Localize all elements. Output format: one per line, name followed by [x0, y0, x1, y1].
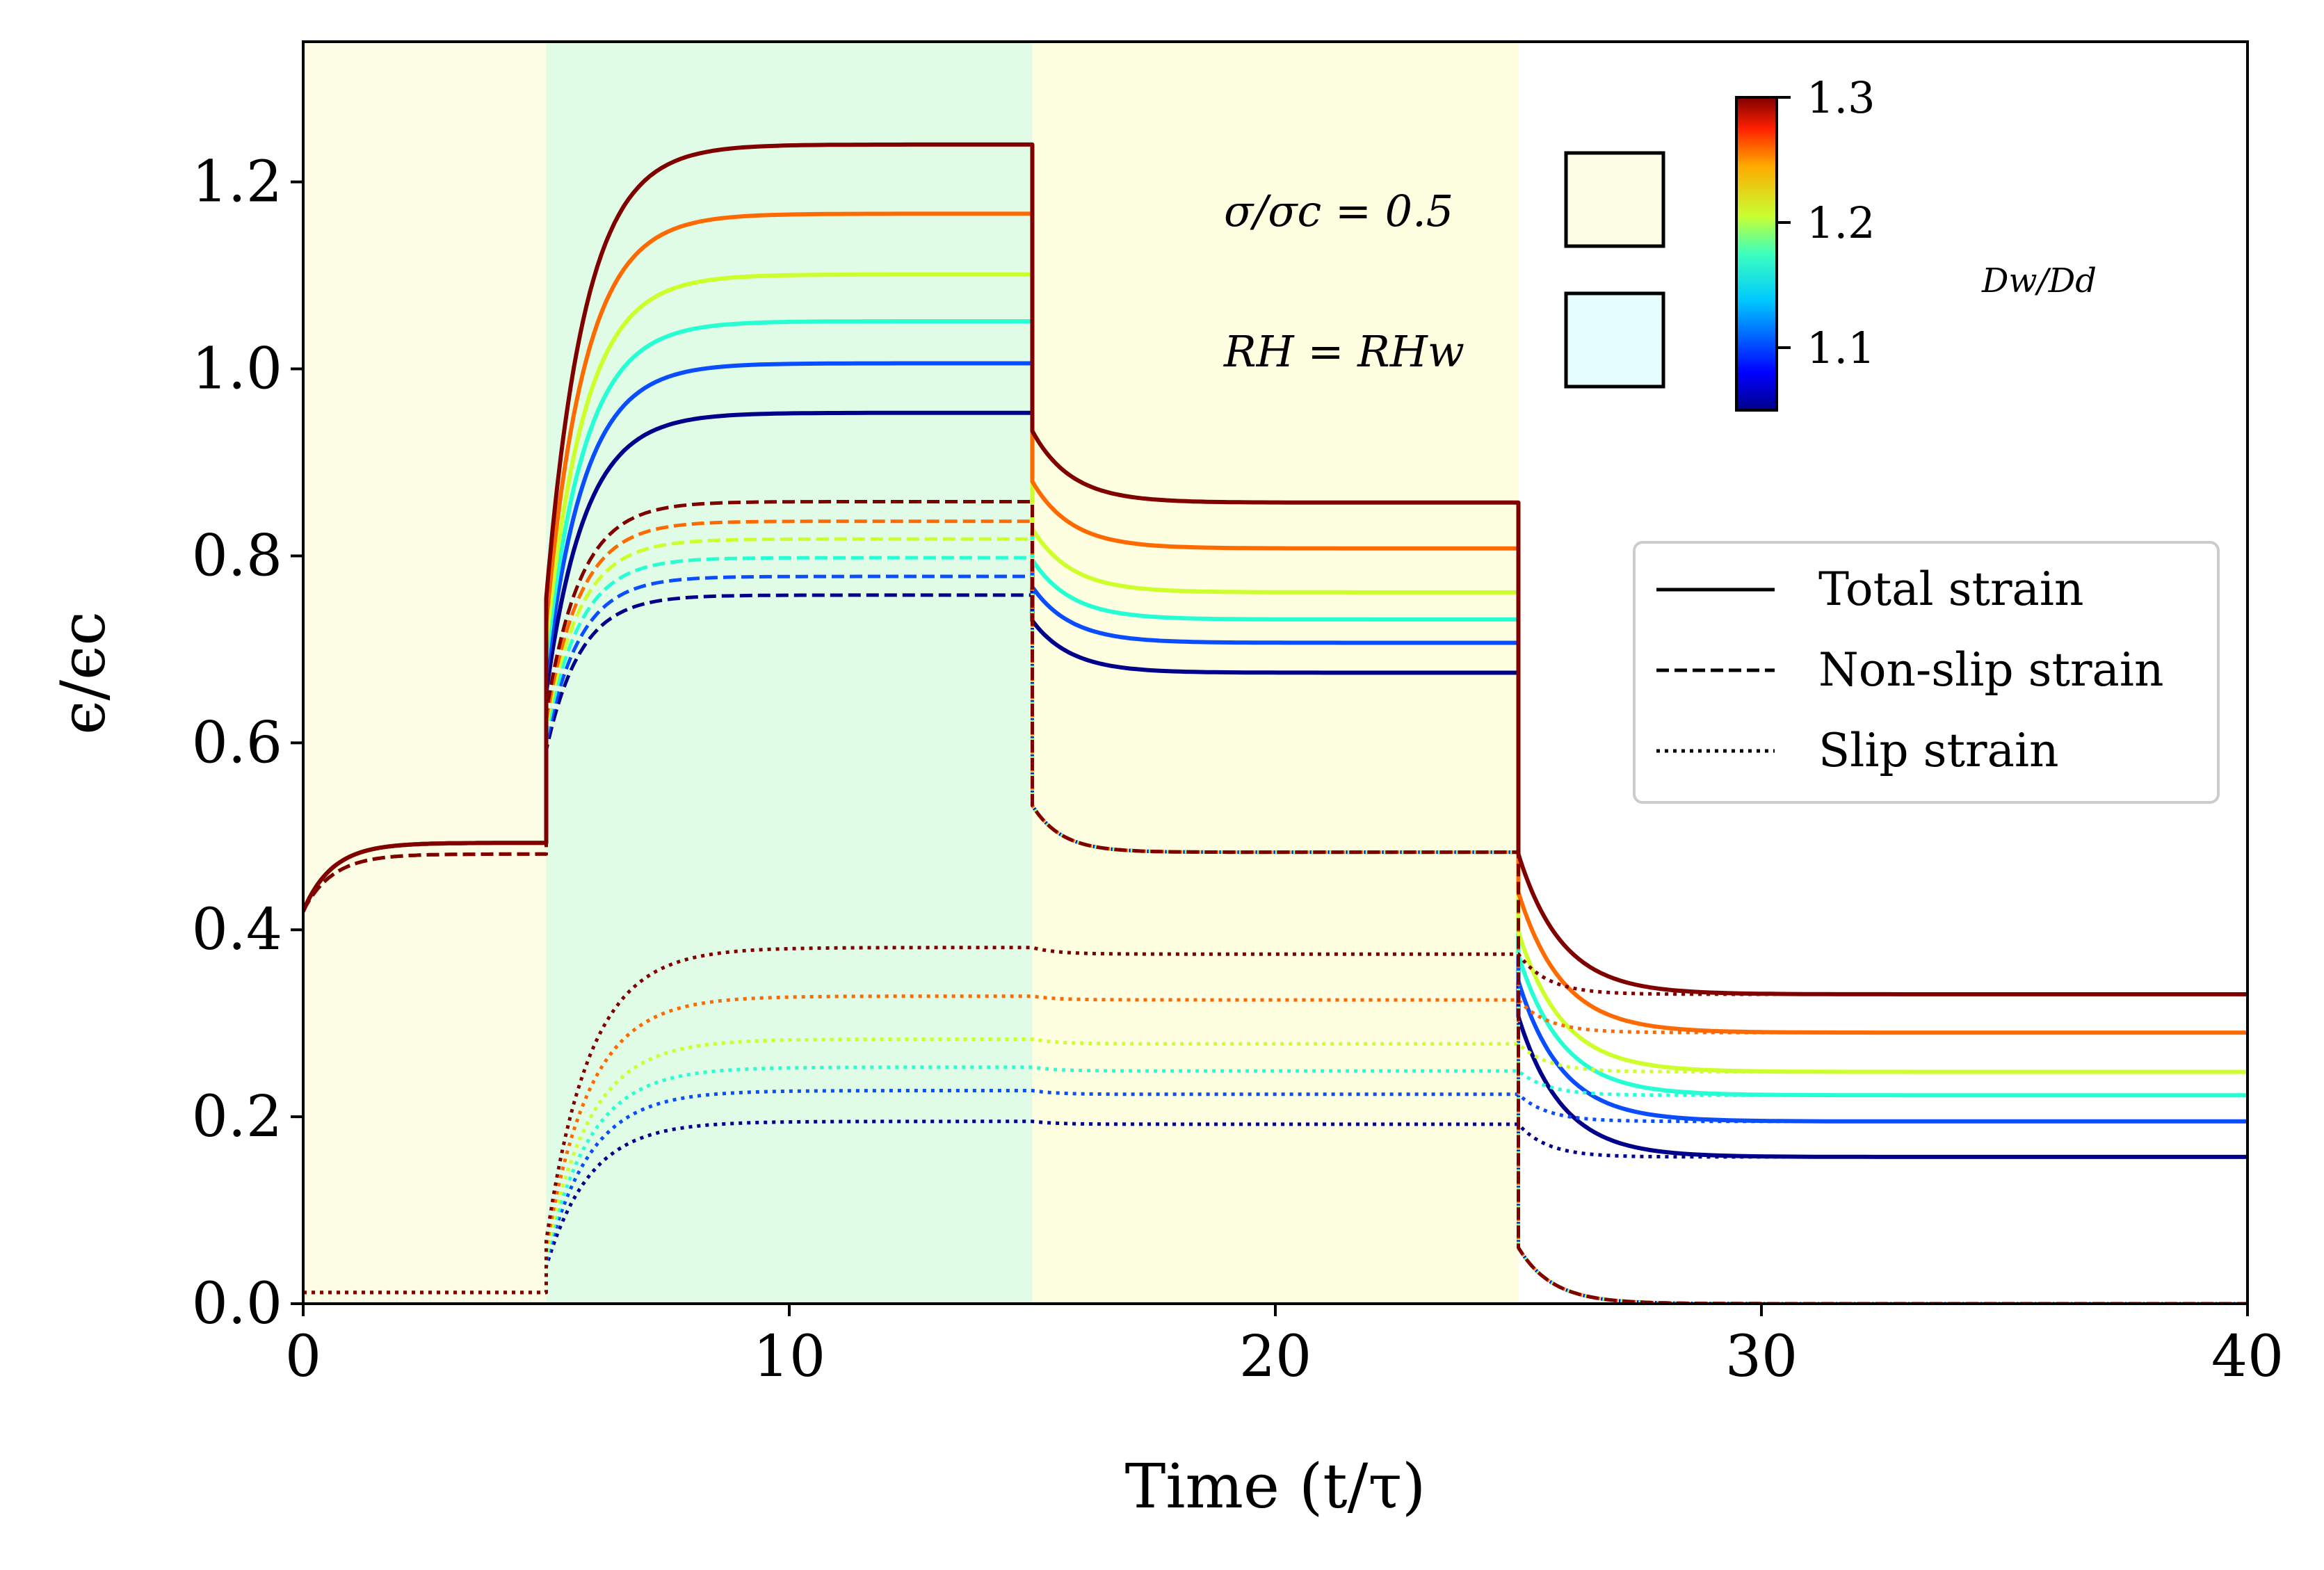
- legend-box: [1633, 541, 2220, 804]
- y-tick-label: 0.4: [192, 897, 282, 963]
- slip-strain-line: [303, 946, 2248, 1295]
- y-tick-label: 0.2: [192, 1084, 282, 1150]
- legend-label-nonslip: Non-slip strain: [1818, 643, 2164, 697]
- x-tick-label: 10: [753, 1324, 825, 1390]
- colorbar: [1735, 96, 1778, 412]
- colorbar-tick-label: 1.1: [1807, 323, 1875, 373]
- x-axis-title: Time (t/τ): [1125, 1450, 1426, 1522]
- y-axis-title: ϵ/ϵc: [47, 611, 119, 735]
- legend-label-slip: Slip strain: [1818, 724, 2059, 777]
- x-tick-label: 20: [1239, 1324, 1312, 1390]
- stress-swatch: [1564, 151, 1665, 248]
- series-1.3: [303, 142, 2248, 1304]
- colorbar-title: Dw/Dd: [1981, 261, 2097, 300]
- colorbar-ticks: 1.1 1.2 1.3: [1777, 72, 1875, 373]
- y-tick-label: 1.2: [192, 149, 282, 216]
- legend-label-total: Total strain: [1818, 563, 2084, 616]
- legend: Total strain Non-slip strain Slip strain: [1633, 541, 2220, 804]
- x-tick-label: 30: [1725, 1324, 1798, 1390]
- y-tick-label: 0.6: [192, 710, 282, 776]
- y-tick-label: 0.8: [192, 523, 282, 589]
- colorbar-tick-label: 1.3: [1807, 72, 1875, 123]
- x-tick-label: 40: [2211, 1324, 2284, 1390]
- y-axis: 0.0 0.2 0.4 0.6 0.8 1.0 1.2: [192, 149, 303, 1337]
- humidity-swatch: [1564, 291, 1665, 389]
- y-tick-label: 0.0: [192, 1271, 282, 1337]
- phase-band-1: [546, 42, 1033, 1304]
- stress-annotation: σ/σc = 0.5: [1224, 186, 1453, 236]
- colorbar-tick-label: 1.2: [1807, 197, 1875, 248]
- total-strain-line: [303, 142, 2248, 996]
- y-tick-label: 1.0: [192, 337, 282, 403]
- x-axis: 0 10 20 30 40: [285, 1304, 2284, 1390]
- nonslip-strain-line: [303, 500, 2248, 1304]
- humidity-annotation: RH = RHw: [1223, 326, 1464, 377]
- series-layer: [303, 142, 2248, 1304]
- x-tick-label: 0: [285, 1324, 321, 1390]
- phase-band-0: [303, 42, 547, 1304]
